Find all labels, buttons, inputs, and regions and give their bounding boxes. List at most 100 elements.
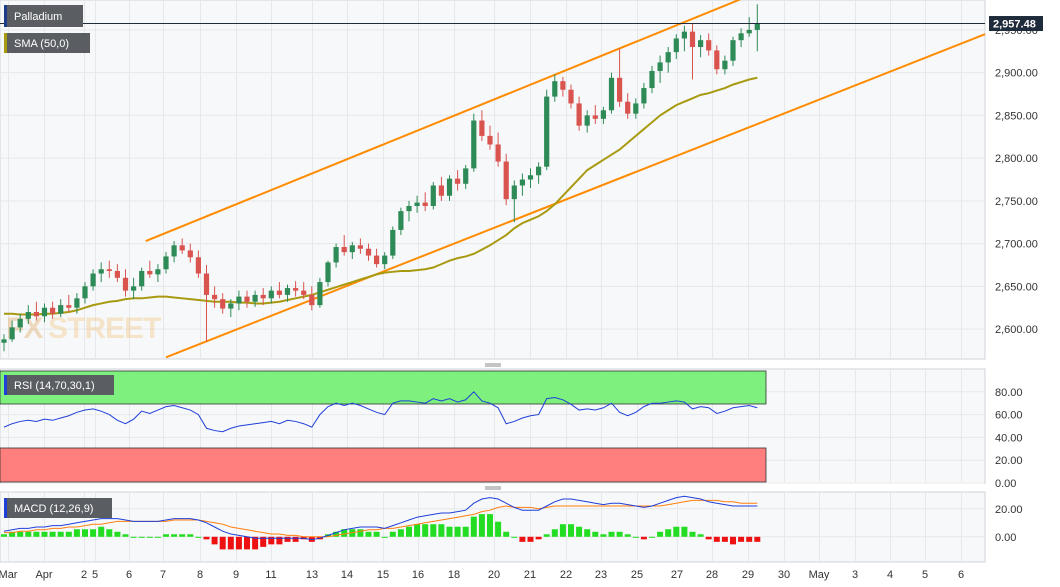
macd-hist-bar [333, 531, 340, 537]
macd-hist-bar [559, 524, 566, 537]
macd-hist-bar [462, 526, 469, 537]
macd-hist-bar [503, 531, 510, 537]
candle [17, 313, 23, 333]
macd-hist-bar [365, 531, 372, 537]
candle [406, 200, 412, 222]
macd-hist-bar [260, 536, 267, 547]
macd-hist-bar [41, 531, 48, 537]
candle [730, 36, 736, 66]
macd-signal-line [4, 499, 758, 538]
macd-hist-bar [154, 536, 161, 538]
candle [633, 98, 639, 119]
candle [479, 110, 485, 142]
macd-hist-bar [527, 536, 534, 542]
rsi-tick-label: 20.00 [995, 455, 1023, 467]
price-axis: 2,950.002,900.002,850.002,800.002,750.00… [995, 25, 1038, 336]
candle [131, 277, 137, 300]
candle [600, 106, 606, 124]
sma-label: SMA (50,0) [4, 33, 90, 53]
macd-hist-bar [487, 514, 493, 537]
candle [244, 290, 250, 308]
candle [284, 284, 291, 302]
macd-hist-bar [65, 531, 72, 537]
macd-hist-bar [373, 531, 380, 537]
candle [357, 238, 363, 254]
macd-hist-bar [640, 536, 647, 540]
x-tick-label: 21 [524, 569, 536, 581]
macd-hist-bar [446, 526, 453, 537]
x-tick-label: 9 [233, 569, 239, 581]
macd-hist-bar [106, 529, 113, 537]
candle [365, 243, 372, 261]
macd-hist-bar [179, 534, 186, 537]
rsi-overbought-zone [0, 370, 767, 405]
x-tick-label: 25 [631, 569, 643, 581]
candle [722, 55, 728, 75]
x-tick-label: 7 [160, 569, 166, 581]
macd-hist-bar [681, 526, 688, 537]
x-tick-label: 20 [488, 569, 500, 581]
candle [422, 192, 428, 212]
macd-hist-bar [98, 526, 105, 537]
sma-polyline [4, 76, 758, 316]
candle [463, 164, 469, 189]
candle [147, 260, 153, 278]
macd-hist-bar [568, 524, 574, 537]
x-tick-label: 13 [306, 569, 318, 581]
macd-hist-bar [211, 536, 218, 545]
price-tick-label: 2,650.00 [995, 281, 1038, 293]
candle [495, 132, 501, 167]
macd-hist-bar [632, 536, 639, 538]
macd-hist-bar [122, 534, 129, 537]
candle [560, 76, 566, 97]
rsi-line [3, 391, 758, 433]
price-tick-label: 2,850.00 [995, 110, 1038, 122]
macd [1, 495, 761, 550]
macd-hist-bar [244, 536, 250, 550]
candle [171, 241, 177, 263]
macd-hist-bar [551, 529, 558, 537]
x-tick-label: 27 [671, 569, 683, 581]
candle [430, 182, 436, 210]
candle [414, 195, 420, 213]
x-tick-label: 29 [742, 569, 754, 581]
macd-hist-bar [738, 536, 745, 542]
macd-hist-bar [130, 536, 137, 538]
rsi-label-text: RSI (14,70,30,1) [14, 380, 95, 392]
sma-line [4, 76, 758, 316]
candle [552, 74, 558, 102]
macd-hist-bar [705, 536, 712, 540]
candle [536, 162, 542, 184]
candle [398, 207, 404, 236]
pane-splitter-2[interactable] [485, 486, 501, 490]
candle [41, 303, 48, 323]
macd-hist-bar [49, 531, 56, 537]
macd-hist-bar [478, 514, 485, 537]
candle [260, 288, 266, 306]
price-tick-label: 2,600.00 [995, 324, 1038, 336]
candle [139, 267, 145, 291]
macd-hist-bar [114, 531, 121, 537]
candle [252, 290, 258, 307]
x-tick-label: 14 [341, 569, 353, 581]
candle [738, 28, 744, 48]
candle [689, 23, 696, 80]
price-tick-label: 2,800.00 [995, 153, 1038, 165]
candle [301, 282, 307, 300]
candle [698, 35, 704, 58]
pane-splitter-1[interactable] [485, 363, 501, 367]
macd-hist-bar [754, 536, 761, 542]
macd-hist-bar [608, 531, 615, 537]
candle [1, 334, 7, 352]
macd-hist-bar [146, 536, 153, 538]
macd-hist-bar [689, 531, 696, 537]
macd-hist-bar [33, 531, 40, 537]
candle [592, 105, 598, 124]
candle [471, 113, 477, 172]
macd-hist-bar [584, 529, 591, 537]
macd-hist-bar [73, 529, 80, 537]
macd-hist-bar [268, 536, 275, 545]
candle [455, 170, 461, 191]
trend-channel [145, 0, 986, 359]
